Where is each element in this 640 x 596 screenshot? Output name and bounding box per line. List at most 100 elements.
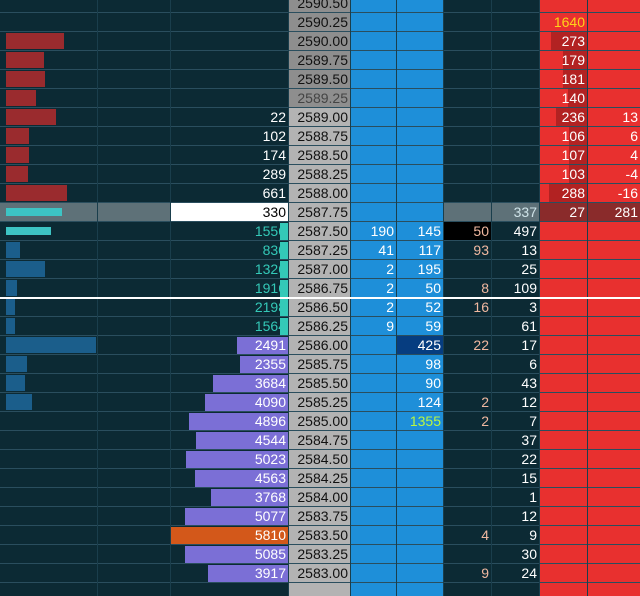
ask-cell[interactable] <box>539 393 587 411</box>
bid-cell-2[interactable] <box>396 203 443 221</box>
ladder-row[interactable]: 5810 2583.50 4 9 <box>0 526 640 545</box>
price-cell[interactable]: 2585.50 <box>297 375 348 391</box>
price-cell[interactable]: 2583.50 <box>297 527 348 543</box>
ladder-row[interactable]: 4563 2584.25 15 <box>0 469 640 488</box>
ask-cell[interactable]: 236 <box>539 108 587 126</box>
ladder-row[interactable]: 1326 2587.00 2 195 25 <box>0 260 640 279</box>
bid-cell-2[interactable] <box>396 146 443 164</box>
bid-cell[interactable] <box>350 89 396 107</box>
bid-cell[interactable] <box>350 393 396 411</box>
bid-cell-2[interactable]: 90 <box>425 375 441 391</box>
ask-cell[interactable] <box>539 0 587 12</box>
ask-cell[interactable] <box>539 336 587 354</box>
ask-cell[interactable] <box>539 279 587 297</box>
ladder-row[interactable]: 2491 2586.00 425 22 17 <box>0 336 640 355</box>
price-cell[interactable]: 2587.00 <box>297 261 348 277</box>
price-cell[interactable]: 2584.50 <box>297 451 348 467</box>
bid-cell-2[interactable] <box>396 165 443 183</box>
price-cell[interactable]: 2589.75 <box>288 51 350 69</box>
bid-cell[interactable] <box>350 431 396 449</box>
price-cell[interactable]: 2588.25 <box>297 166 348 182</box>
ladder-row[interactable]: 5023 2584.50 22 <box>0 450 640 469</box>
bid-cell-2[interactable] <box>396 89 443 107</box>
price-cell[interactable]: 2590.00 <box>288 32 350 50</box>
ask-cell[interactable] <box>539 469 587 487</box>
bid-cell[interactable]: 2 <box>386 299 394 315</box>
ladder-row[interactable]: 5085 2583.25 30 <box>0 545 640 564</box>
price-cell[interactable]: 2587.75 <box>288 203 350 221</box>
bid-cell-2[interactable] <box>396 564 443 582</box>
ask-cell[interactable]: 288 <box>539 184 587 202</box>
bid-cell[interactable] <box>350 374 396 392</box>
bid-cell[interactable] <box>350 355 396 373</box>
ladder-row[interactable]: 2589.25 140 <box>0 89 640 108</box>
bid-cell-2[interactable] <box>396 545 443 563</box>
price-cell[interactable]: 2583.75 <box>297 508 348 524</box>
bid-cell-2[interactable] <box>396 13 443 31</box>
bid-cell-2[interactable] <box>396 469 443 487</box>
bid-cell-2[interactable] <box>396 51 443 69</box>
bid-cell[interactable] <box>350 165 396 183</box>
ladder-row[interactable]: 4090 2585.25 124 2 12 <box>0 393 640 412</box>
bid-cell-2[interactable] <box>396 450 443 468</box>
bid-cell[interactable] <box>350 32 396 50</box>
ask-cell[interactable] <box>539 545 587 563</box>
ladder-row[interactable]: 289 2588.25 103 -4 <box>0 165 640 184</box>
bid-cell[interactable] <box>350 13 396 31</box>
ladder-row[interactable]: 4896 2585.00 1355 2 7 <box>0 412 640 431</box>
price-cell[interactable]: 2584.00 <box>297 489 348 505</box>
ladder-row[interactable]: 3917 2583.00 9 24 <box>0 564 640 583</box>
ladder-row[interactable]: 1564 2586.25 9 59 61 <box>0 317 640 336</box>
ladder-row[interactable]: 2590.00 273 <box>0 32 640 51</box>
ask-cell[interactable]: 103 <box>539 165 587 183</box>
bid-cell[interactable] <box>350 127 396 145</box>
price-cell[interactable]: 2587.50 <box>297 223 348 239</box>
ask-cell[interactable]: 106 <box>539 127 587 145</box>
bid-cell[interactable] <box>350 526 396 544</box>
ladder-row[interactable]: 2198 2586.50 2 52 16 3 <box>0 298 640 317</box>
ask-cell[interactable] <box>539 298 587 316</box>
price-cell[interactable]: 2588.00 <box>297 185 348 201</box>
ask-cell[interactable]: 107 <box>539 146 587 164</box>
bid-cell[interactable] <box>350 488 396 506</box>
ladder-row[interactable]: 174 2588.50 107 4 <box>0 146 640 165</box>
ladder-row[interactable]: 2590.50 <box>0 0 640 13</box>
bid-cell[interactable] <box>350 51 396 69</box>
ladder-row[interactable]: 3768 2584.00 1 <box>0 488 640 507</box>
bid-cell-2[interactable] <box>396 507 443 525</box>
price-cell[interactable]: 2589.00 <box>297 109 348 125</box>
bid-cell[interactable] <box>350 564 396 582</box>
bid-cell-2[interactable]: 52 <box>425 299 441 315</box>
ask-cell[interactable] <box>539 412 587 430</box>
ladder-row[interactable]: 5077 2583.75 12 <box>0 507 640 526</box>
price-cell[interactable]: 2585.00 <box>297 413 348 429</box>
bid-cell-2[interactable] <box>396 526 443 544</box>
bid-cell[interactable]: 9 <box>386 318 394 334</box>
ask-cell[interactable] <box>539 526 587 544</box>
ask-cell[interactable] <box>539 431 587 449</box>
bid-cell-2[interactable] <box>396 184 443 202</box>
ladder-row[interactable]: 2355 2585.75 98 6 <box>0 355 640 374</box>
ladder-row[interactable]: 4544 2584.75 37 <box>0 431 640 450</box>
bid-cell[interactable]: 190 <box>370 223 394 239</box>
bid-cell[interactable] <box>350 469 396 487</box>
bid-cell-2[interactable] <box>396 32 443 50</box>
ladder-row[interactable]: 1916 2586.75 2 50 8 109 <box>0 279 640 298</box>
bid-cell[interactable] <box>350 545 396 563</box>
price-cell[interactable]: 2586.00 <box>297 337 348 353</box>
price-cell[interactable]: 2585.75 <box>297 356 348 372</box>
bid-cell-2[interactable]: 117 <box>418 242 441 258</box>
ask-cell[interactable] <box>539 355 587 373</box>
ask-cell[interactable] <box>539 260 587 278</box>
ask-cell[interactable] <box>539 488 587 506</box>
price-cell[interactable]: 2583.25 <box>297 546 348 562</box>
ladder-row[interactable]: 2590.25 1640 <box>0 13 640 32</box>
bid-cell-2[interactable] <box>396 0 443 12</box>
bid-cell-2[interactable]: 1355 <box>409 413 441 429</box>
ladder-row[interactable]: 661 2588.00 288 -16 <box>0 184 640 203</box>
bid-cell[interactable] <box>350 146 396 164</box>
price-cell[interactable]: 2587.25 <box>297 242 348 258</box>
ladder-row[interactable]: 1556 2587.50 190 145 50 497 <box>0 222 640 241</box>
bid-cell[interactable]: 41 <box>378 242 394 258</box>
bid-cell-2[interactable]: 145 <box>417 223 441 239</box>
